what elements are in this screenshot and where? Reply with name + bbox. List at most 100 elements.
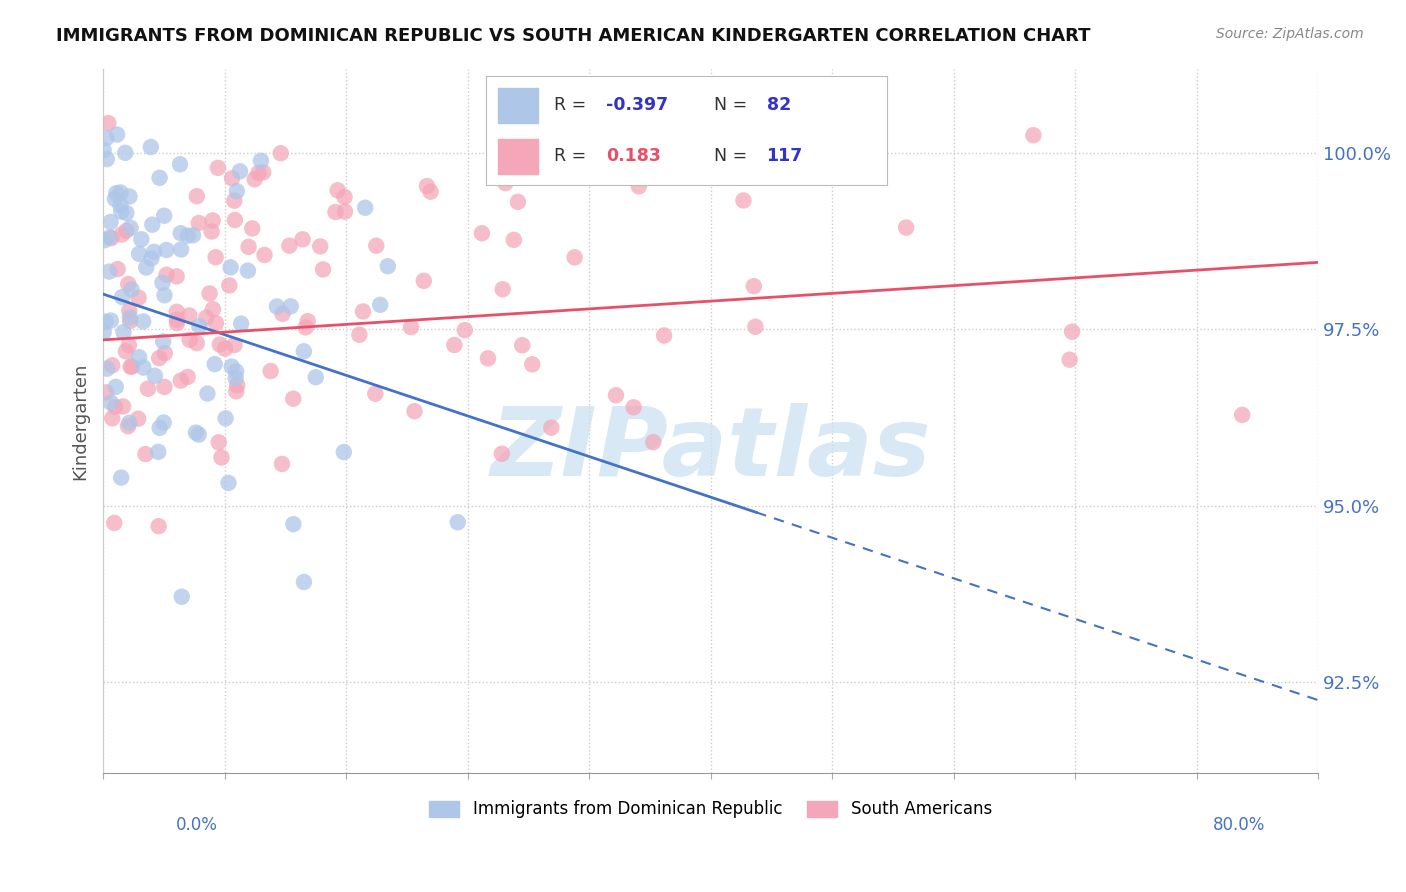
Point [93,233,115,247]
Point [100,313,122,327]
Point [510,338,533,352]
Point [128,291,150,305]
Point [107,262,129,277]
Point [170,243,193,257]
Point [148,170,170,185]
Point [197,386,219,401]
Point [742,279,765,293]
Point [447,515,470,529]
Point [221,359,243,374]
Point [492,282,515,296]
Point [94,314,117,328]
Point [214,411,236,425]
Point [294,320,316,334]
Point [540,420,562,434]
Point [201,302,224,317]
Point [135,260,157,275]
Legend: Immigrants from Dominican Republic, South Americans: Immigrants from Dominican Republic, Sout… [423,794,998,825]
Point [152,334,174,349]
Point [169,157,191,171]
Point [110,186,132,200]
Point [366,239,388,253]
Text: ZIPatlas: ZIPatlas [491,402,931,496]
Point [224,213,246,227]
Y-axis label: Kindergarten: Kindergarten [72,362,89,480]
Point [1022,128,1045,143]
Point [118,416,141,430]
Point [93,143,115,157]
Point [333,445,356,459]
Point [120,359,142,374]
Point [132,314,155,328]
Point [100,395,122,409]
Point [205,316,228,330]
Point [225,371,247,385]
Point [652,328,675,343]
Point [271,307,294,321]
Point [115,224,138,238]
Point [221,171,243,186]
Point [266,300,288,314]
Point [283,392,305,406]
Point [118,303,141,318]
Point [623,401,645,415]
Point [260,364,283,378]
Point [253,248,276,262]
Point [118,338,141,352]
Point [219,260,242,275]
Point [224,338,246,352]
Point [103,516,125,530]
Point [128,247,150,261]
Point [127,411,149,425]
Point [148,519,170,533]
Point [121,283,143,297]
Point [292,344,315,359]
Point [291,232,314,246]
Text: Source: ZipAtlas.com: Source: ZipAtlas.com [1216,27,1364,41]
Point [98,264,121,278]
Point [208,435,231,450]
Point [128,350,150,364]
Point [177,228,200,243]
Point [243,172,266,186]
Point [309,239,332,253]
Point [652,143,675,157]
Point [225,364,247,378]
Point [225,384,247,399]
Point [454,323,477,337]
Point [278,238,301,252]
Point [105,186,128,200]
Point [186,336,208,351]
Point [118,189,141,203]
Point [201,225,224,239]
Point [352,304,374,318]
Point [111,290,134,304]
Point [218,278,240,293]
Point [98,230,121,244]
Point [155,268,177,282]
Point [153,380,176,394]
Point [292,574,315,589]
Point [195,310,218,325]
Point [247,166,270,180]
Point [494,176,516,190]
Point [139,140,162,154]
Point [96,131,118,145]
Point [114,145,136,160]
Point [217,475,239,490]
Point [143,244,166,259]
Point [101,411,124,425]
Point [136,382,159,396]
Point [111,227,134,242]
Text: 0.0%: 0.0% [176,815,218,833]
Point [155,243,177,257]
Point [416,179,439,194]
Point [522,357,544,371]
Point [198,286,221,301]
Point [153,288,176,302]
Point [131,232,153,246]
Point [252,165,274,179]
Point [627,179,650,194]
Point [152,416,174,430]
Point [733,194,755,208]
